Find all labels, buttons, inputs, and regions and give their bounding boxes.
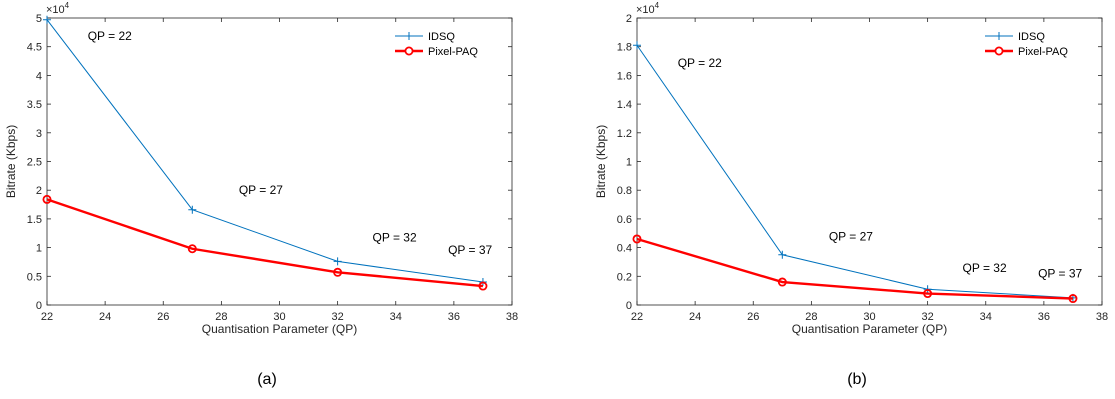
series-line: [636, 237, 1073, 300]
legend-entry: Pixel-PAQ: [428, 46, 478, 58]
series-line: [636, 44, 1073, 299]
y-multiplier: ×104: [636, 1, 660, 16]
y-tick-label: 3: [36, 128, 42, 140]
legend: IDSQ Pixel-PAQ: [985, 31, 1068, 58]
legend-marker: [405, 32, 413, 40]
annotation-label: QP = 27: [829, 229, 873, 243]
data-point: [923, 289, 933, 299]
data-point: [187, 244, 197, 254]
annotation-label: QP = 37: [448, 243, 492, 257]
y-tick-label: 5: [36, 13, 42, 25]
y-tick-label: 2.5: [27, 157, 42, 169]
x-tick-label: 30: [273, 311, 285, 323]
data-point: [42, 194, 52, 204]
y-tick-label: 1.4: [617, 99, 632, 111]
y-tick-label: 0: [36, 300, 42, 312]
x-tick-label: 26: [157, 311, 169, 323]
legend-marker: [994, 46, 1004, 56]
chart-panel-b: 22 24 26 28 30 32 34 36 3800.20.40.60.811.21.41.…: [594, 1, 1108, 388]
legend-entry: IDSQ: [428, 31, 455, 43]
data-point: [188, 205, 197, 214]
y-tick-label: 3.5: [27, 99, 42, 111]
x-tick-label: 34: [980, 311, 992, 323]
x-tick-label: 22: [41, 311, 53, 323]
x-tick-label: 38: [506, 311, 518, 323]
y-tick-label: 0.4: [617, 243, 632, 255]
y-tick-label: 0.6: [617, 214, 632, 226]
y-tick-label: 0.5: [27, 271, 42, 283]
y-tick-label: 1.5: [27, 214, 42, 226]
annotation-label: QP = 32: [963, 261, 1007, 275]
x-tick-label: 32: [332, 311, 344, 323]
x-tick-label: 38: [1096, 311, 1108, 323]
y-tick-label: 2: [36, 185, 42, 197]
y-tick-label: 0.2: [617, 271, 632, 283]
x-tick-label: 30: [863, 311, 875, 323]
y-tick-label: 2: [626, 13, 632, 25]
plot-area: [636, 17, 1103, 306]
data-point: [632, 234, 642, 244]
chart-panel-a: 22 24 26 28 30 32 34 36 38 0 0.5 1 1.5 2 2.5 3 3.5 4 4.5 5 ×…: [4, 1, 518, 388]
plot-area: [46, 17, 513, 306]
panel-caption: (b): [847, 371, 867, 388]
data-point: [333, 267, 343, 277]
y-tick-label: 4: [36, 70, 42, 82]
data-point: [1068, 294, 1078, 304]
series-pixel-paq: [632, 234, 1078, 304]
data-point: [633, 41, 641, 50]
legend-marker: [995, 32, 1003, 40]
annotation-label: QP = 37: [1038, 267, 1082, 281]
x-tick-label: 36: [1038, 311, 1050, 323]
data-point: [333, 257, 342, 266]
legend-marker: [404, 46, 414, 56]
annotation-label: QP = 22: [88, 29, 132, 43]
x-tick-label: 24: [689, 311, 701, 323]
data-point: [478, 281, 488, 291]
legend-entry: Pixel-PAQ: [1018, 46, 1068, 58]
x-tick-label: 36: [448, 311, 460, 323]
series-line: [46, 19, 484, 283]
data-point: [778, 250, 787, 259]
data-point: [43, 15, 51, 24]
annotation-label: QP = 22: [678, 56, 722, 70]
y-tick-label: 1: [36, 243, 42, 255]
y-tick-label: 1.8: [617, 42, 632, 54]
annotation-label: QP = 27: [239, 183, 283, 197]
x-tick-label: 26: [747, 311, 759, 323]
x-tick-label: 34: [390, 311, 402, 323]
y-multiplier-base: ×10: [636, 4, 655, 16]
legend-entry: IDSQ: [1018, 31, 1045, 43]
y-tick-label: 1: [626, 157, 632, 169]
y-tick-label: 0: [626, 300, 632, 312]
annotation-label: QP = 32: [373, 230, 417, 244]
x-tick-label: 32: [922, 311, 934, 323]
legend: IDSQ Pixel-PAQ: [395, 31, 478, 58]
y-tick-label: 4.5: [27, 42, 42, 54]
x-tick-label: 22: [631, 311, 643, 323]
y-axis-label: Bitrate (Kbps): [4, 125, 18, 198]
series-line: [46, 198, 484, 288]
data-point: [777, 277, 787, 287]
x-tick-label: 24: [99, 311, 111, 323]
y-multiplier-base: ×10: [46, 4, 65, 16]
x-tick-label: 28: [805, 311, 817, 323]
y-tick-label: 1.6: [617, 70, 632, 82]
x-axis-label: Quantisation Parameter (QP): [792, 322, 947, 336]
series-pixel-paq: [42, 194, 488, 291]
y-multiplier-exponent: 4: [655, 1, 660, 10]
y-multiplier: ×104: [46, 1, 70, 16]
panel-caption: (a): [257, 371, 277, 388]
y-axis-label: Bitrate (Kbps): [594, 125, 608, 198]
series-idsq: [43, 15, 487, 287]
y-tick-label: 1.2: [617, 128, 632, 140]
y-multiplier-exponent: 4: [65, 1, 70, 10]
x-tick-label: 28: [215, 311, 227, 323]
y-tick-label: 0.8: [617, 185, 632, 197]
x-axis-label: Quantisation Parameter (QP): [202, 322, 357, 336]
